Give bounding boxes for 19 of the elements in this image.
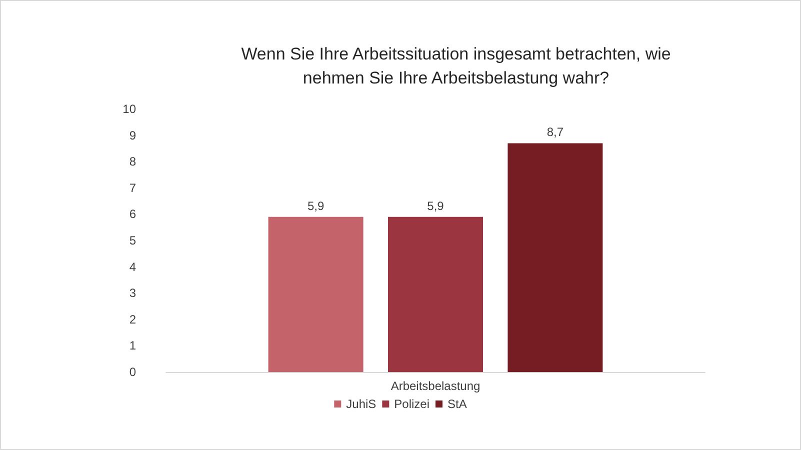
y-tick-label: 7 <box>129 180 136 195</box>
data-label: 5,9 <box>307 198 324 213</box>
y-tick-label: 8 <box>129 154 136 169</box>
x-tick-label: Arbeitsbelastung <box>390 379 480 393</box>
data-label: 8,7 <box>546 125 564 140</box>
y-tick-label: 2 <box>129 312 136 326</box>
y-tick-label: 10 <box>122 102 136 116</box>
y-tick-label: 1 <box>129 338 136 353</box>
y-tick-label: 0 <box>129 365 136 379</box>
chart-title: Wenn Sie Ihre Arbeitssituation insgesamt betrachten, wie nehmen Sie Ihre Arbeitsbelastung wahr? <box>241 44 671 88</box>
y-tick-label: 5 <box>129 234 136 248</box>
y-tick-label: 3 <box>129 286 136 300</box>
y-tick-label: 9 <box>129 128 136 142</box>
legend-label: JuhiS <box>346 397 376 411</box>
y-tick-label: 6 <box>129 207 136 222</box>
data-label: 5,9 <box>427 198 444 213</box>
legend-label: Polizei <box>394 397 430 411</box>
legend-label: StA <box>448 397 467 411</box>
y-tick-label: 4 <box>129 260 136 274</box>
